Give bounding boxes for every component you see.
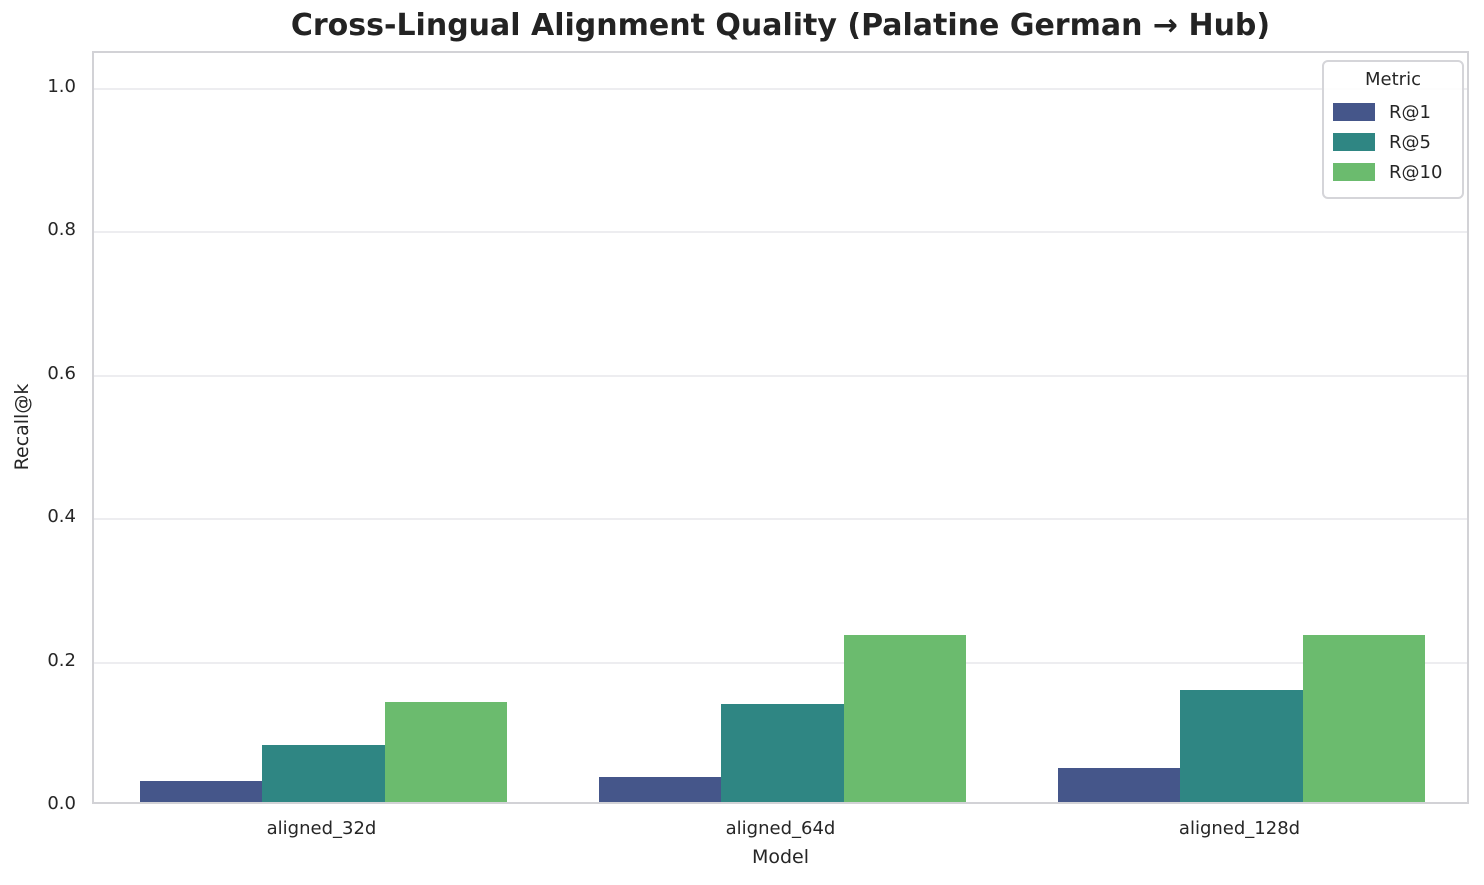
bar-aligned_128d-R@1: [1057, 768, 1181, 802]
legend-items: R@1 R@5 R@10: [1324, 97, 1462, 187]
x-tick-label: aligned_64d: [725, 818, 836, 839]
bar-aligned_64d-R@10: [843, 634, 967, 802]
bar-aligned_32d-R@1: [139, 781, 263, 802]
x-axis-label: Model: [751, 846, 810, 868]
x-axis-ticks: aligned_32d aligned_64d aligned_128d: [0, 818, 1484, 844]
y-tick-label: 0.4: [47, 506, 76, 528]
y-tick-label: 0.6: [47, 362, 76, 384]
plot-area: [92, 51, 1469, 804]
bar-aligned_128d-R@5: [1180, 690, 1303, 802]
y-tick-label: 0.8: [47, 219, 76, 241]
legend-item: R@10: [1324, 157, 1462, 187]
x-tick-label: aligned_32d: [266, 818, 377, 839]
bar-aligned_32d-R@5: [262, 744, 385, 802]
bar-aligned_128d-R@10: [1302, 634, 1426, 802]
legend-label: R@10: [1389, 161, 1443, 183]
legend-swatch: [1333, 163, 1375, 181]
chart-title: Cross-Lingual Alignment Quality (Palatin…: [290, 8, 1271, 43]
x-tick-label: aligned_128d: [1178, 818, 1301, 839]
legend: Metric R@1 R@5 R@10: [1322, 60, 1464, 199]
y-tick-label: 1.0: [47, 75, 76, 97]
bar-aligned_32d-R@10: [384, 701, 508, 802]
legend-label: R@5: [1389, 131, 1431, 153]
legend-label: R@1: [1389, 101, 1431, 123]
gridline: [94, 661, 1467, 664]
gridline: [94, 518, 1467, 521]
y-tick-label: 0.0: [47, 793, 76, 814]
gridline: [94, 231, 1467, 234]
legend-title: Metric: [1365, 69, 1421, 90]
gridline: [94, 87, 1467, 90]
legend-swatch: [1333, 133, 1375, 151]
bar-aligned_64d-R@5: [721, 704, 844, 802]
legend-item: R@5: [1324, 127, 1462, 157]
legend-swatch: [1333, 103, 1375, 121]
bar-aligned_64d-R@1: [598, 776, 722, 802]
y-axis-ticks: 0.0 0.2 0.4 0.6 0.8 1.0: [0, 0, 76, 885]
y-tick-label: 0.2: [47, 649, 76, 671]
gridline: [94, 374, 1467, 377]
legend-item: R@1: [1324, 97, 1462, 127]
